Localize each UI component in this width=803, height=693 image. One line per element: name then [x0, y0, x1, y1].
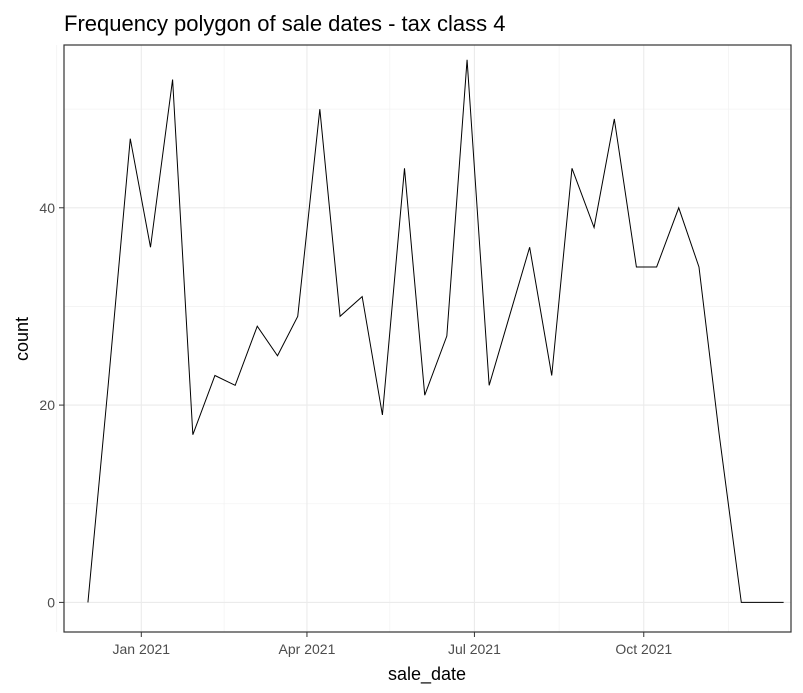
x-axis: Jan 2021 Apr 2021 Jul 2021 Oct 2021 — [112, 632, 672, 657]
x-tick-label: Jan 2021 — [112, 641, 170, 657]
y-axis-title: count — [12, 317, 32, 361]
x-axis-title: sale_date — [388, 664, 466, 685]
grid — [56, 45, 791, 632]
x-tick-label: Apr 2021 — [279, 641, 336, 657]
y-tick-label: 0 — [47, 594, 55, 610]
series-layer — [87, 59, 784, 603]
y-tick-label: 40 — [39, 200, 55, 216]
x-tick-label: Oct 2021 — [615, 641, 672, 657]
plot-panel-border — [63, 44, 792, 633]
y-axis: 0 20 40 — [39, 200, 64, 610]
x-tick-label: Jul 2021 — [448, 641, 501, 657]
chart-title: Frequency polygon of sale dates - tax cl… — [64, 11, 505, 36]
series-line — [87, 59, 784, 603]
y-tick-label: 20 — [39, 397, 55, 413]
